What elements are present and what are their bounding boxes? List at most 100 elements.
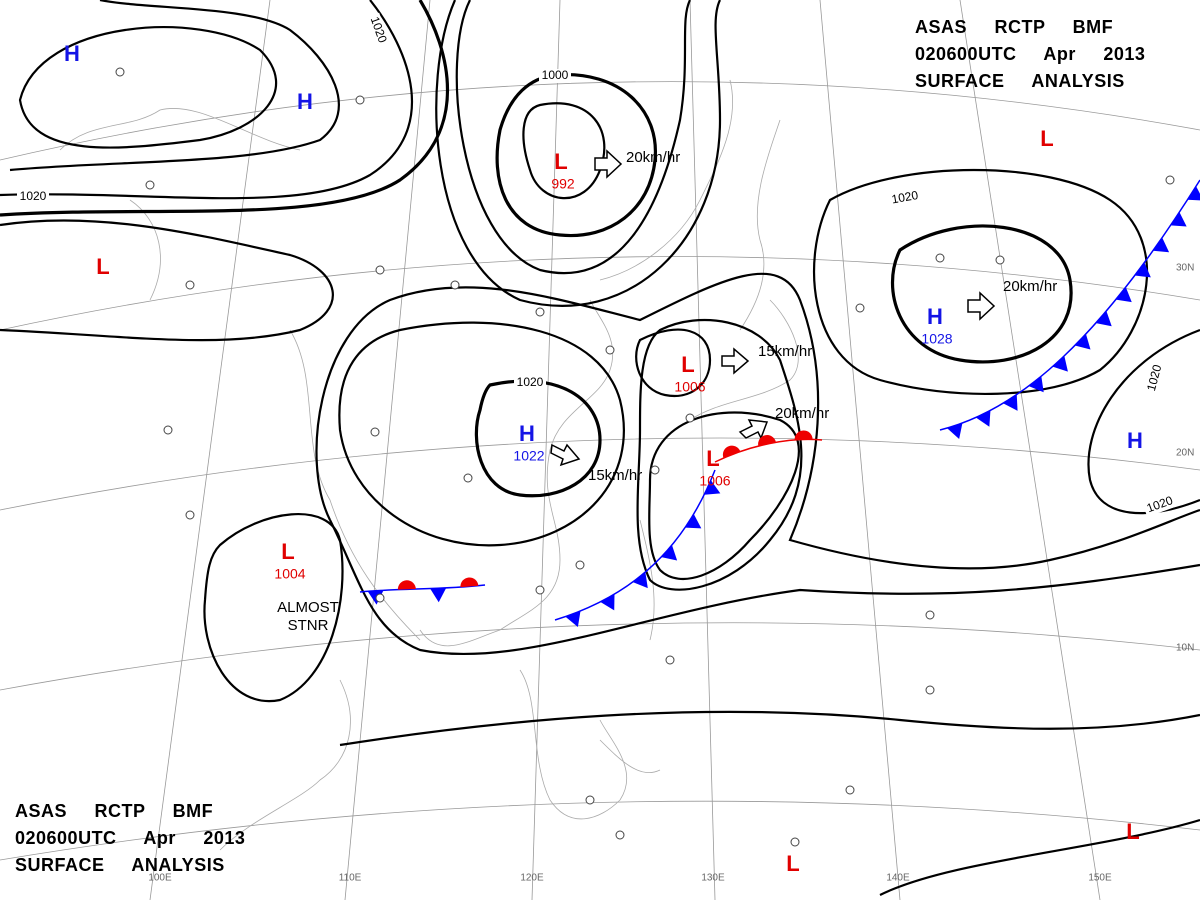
station <box>685 413 695 423</box>
center-pressure: 1004 <box>274 566 305 582</box>
header-line: 020600UTC Apr 2013 <box>915 44 1145 64</box>
cold-front-pip <box>1170 212 1187 227</box>
header-line: ASAS RCTP BMF <box>915 17 1113 37</box>
cold-front <box>939 179 1200 431</box>
center-symbol: H <box>297 89 313 114</box>
isobar <box>338 321 625 547</box>
center-symbol: L <box>681 352 694 377</box>
isobar <box>813 168 1149 396</box>
station <box>650 465 660 475</box>
isobar <box>0 0 414 200</box>
isobar <box>495 73 657 238</box>
center-symbol: H <box>519 421 535 446</box>
isobar-label-bg <box>539 69 571 83</box>
station <box>163 425 173 435</box>
center-symbol: L <box>281 539 294 564</box>
isobar-label-bg <box>365 12 391 48</box>
coastlines <box>59 79 799 851</box>
meridians <box>149 0 1101 900</box>
isobar <box>648 411 800 580</box>
station <box>115 67 125 77</box>
warm-front-pip <box>460 577 479 588</box>
center-symbol: L <box>1126 819 1139 844</box>
isobar-label: 1000 <box>542 68 569 82</box>
longitude-label: 130E <box>701 873 725 884</box>
isobar <box>339 710 1200 747</box>
station <box>535 585 545 595</box>
center-pressure: 992 <box>551 176 575 192</box>
isobar <box>474 379 602 498</box>
motion-speed: 20km/hr <box>1003 278 1057 295</box>
annotation: STNR <box>288 617 329 634</box>
center-pressure: 1022 <box>513 448 544 464</box>
station <box>1165 175 1175 185</box>
motion-speed: 20km/hr <box>626 149 680 166</box>
station <box>605 345 615 355</box>
cold-front-pip <box>947 423 963 440</box>
isobar-label: 1020 <box>20 189 47 203</box>
isobar <box>522 102 606 200</box>
station <box>355 95 365 105</box>
isobar <box>0 219 334 342</box>
center-symbol: L <box>706 446 719 471</box>
motion-speed: 15km/hr <box>758 343 812 360</box>
station <box>370 427 380 437</box>
motion-arrow <box>594 149 623 179</box>
station <box>185 280 195 290</box>
isobar-label-bg <box>888 188 922 208</box>
isobar-label-bg <box>1142 492 1178 518</box>
cold-front-pip <box>1134 262 1151 278</box>
isobar <box>9 0 340 172</box>
isobar <box>890 224 1073 364</box>
longitude-label: 110E <box>339 873 362 884</box>
center-symbol: H <box>1127 428 1143 453</box>
isobar <box>203 513 344 703</box>
station <box>935 253 945 263</box>
cold-front-pip <box>1115 287 1132 303</box>
station <box>535 307 545 317</box>
cold-front-pip <box>565 611 581 627</box>
station <box>790 837 800 847</box>
cold-front-pip <box>661 545 678 561</box>
warm-front-pip <box>722 445 741 458</box>
motion-arrows <box>550 149 996 467</box>
station <box>925 610 935 620</box>
header-line: ASAS RCTP BMF <box>15 801 213 821</box>
center-pressure: 1028 <box>921 331 952 347</box>
latitude-label: 20N <box>1176 448 1194 459</box>
isobar <box>0 0 450 217</box>
center-symbol: H <box>64 41 80 66</box>
isobar <box>635 328 712 398</box>
station <box>185 510 195 520</box>
cold-front-pip <box>1074 333 1091 350</box>
cold-front-pip <box>976 410 991 427</box>
center-symbol: L <box>96 254 109 279</box>
motion-speed: 20km/hr <box>775 405 829 422</box>
station <box>585 795 595 805</box>
cold-front-pip <box>1095 311 1112 327</box>
isobar-label: 1020 <box>517 375 544 389</box>
isobar-label: 1020 <box>1144 363 1165 393</box>
station <box>925 685 935 695</box>
warm-front <box>714 438 823 463</box>
cold-front-pip <box>685 514 702 529</box>
coastline <box>59 79 799 851</box>
station <box>450 280 460 290</box>
isobar <box>18 26 278 149</box>
station <box>855 303 865 313</box>
isobar-label-bg <box>1144 360 1166 396</box>
center-pressure: 1006 <box>699 473 730 489</box>
header-line: SURFACE ANALYSIS <box>915 71 1125 91</box>
cold-front <box>554 469 716 621</box>
station <box>375 593 385 603</box>
station <box>615 830 625 840</box>
station <box>845 785 855 795</box>
motion-arrow <box>550 443 581 467</box>
cold-front-pip <box>600 594 615 611</box>
latitude-label: 30N <box>1176 263 1194 274</box>
center-symbol: L <box>554 149 567 174</box>
cold-front-pip <box>1003 394 1018 411</box>
isobar-label: 1020 <box>890 188 919 206</box>
